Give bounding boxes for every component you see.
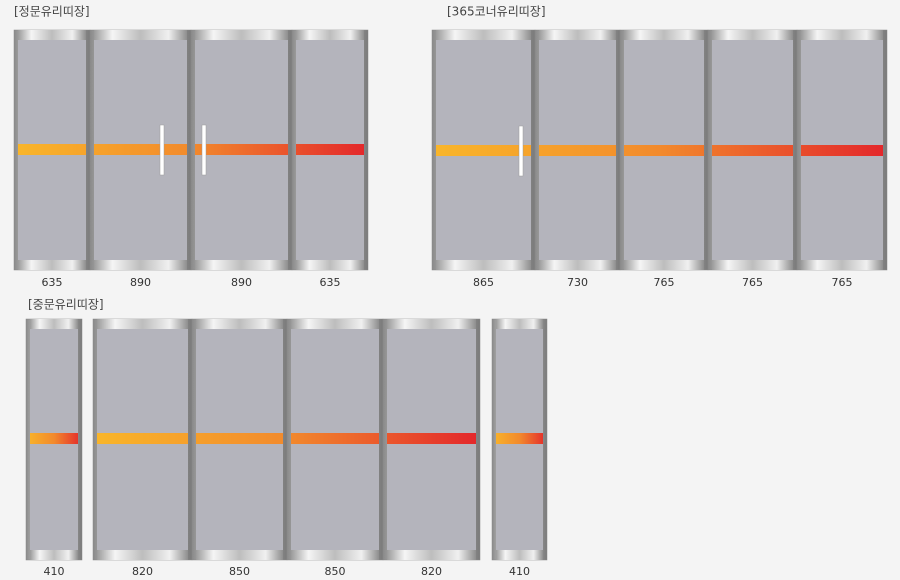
- panel-width-label: 730: [567, 276, 588, 289]
- bottom-rail: [195, 260, 288, 270]
- top-rail: [94, 30, 187, 40]
- bottom-rail: [18, 260, 86, 270]
- bottom-rail: [291, 550, 379, 560]
- door-handle: [201, 124, 207, 176]
- section-title: [정문유리띠장]: [14, 5, 90, 19]
- panel-width-label: 850: [325, 565, 346, 578]
- panel-width-label: 850: [229, 565, 250, 578]
- section-title: [중문유리띠장]: [28, 298, 104, 312]
- bottom-rail: [30, 550, 78, 560]
- door-section: 635 890 890 635: [13, 29, 369, 289]
- panel-width-label: 765: [742, 276, 763, 289]
- glass-stripe: [801, 145, 883, 156]
- bottom-rail: [97, 550, 188, 560]
- panel-width-label: 765: [654, 276, 675, 289]
- panel-width-label: 765: [832, 276, 853, 289]
- door-section: 865 730 765 765 765: [431, 29, 888, 289]
- door-panel: 865: [431, 29, 536, 289]
- top-rail: [387, 319, 476, 329]
- top-rail: [712, 30, 793, 40]
- panel-width-label: 890: [231, 276, 252, 289]
- top-rail: [436, 30, 531, 40]
- bottom-rail: [496, 550, 543, 560]
- panel-width-label: 890: [130, 276, 151, 289]
- panel-width-label: 635: [42, 276, 63, 289]
- top-rail: [97, 319, 188, 329]
- door-panel: 850: [286, 318, 384, 578]
- bottom-rail: [387, 550, 476, 560]
- glass-stripe: [712, 145, 793, 156]
- glass-stripe: [18, 144, 86, 155]
- door-panel: 890: [89, 29, 192, 289]
- glass-stripe: [496, 433, 543, 444]
- top-rail: [291, 319, 379, 329]
- glass-stripe: [291, 433, 379, 444]
- door-panel: 730: [534, 29, 621, 289]
- top-rail: [496, 319, 543, 329]
- bottom-rail: [94, 260, 187, 270]
- bottom-rail: [539, 260, 616, 270]
- door-section: 410 820 850 850 820 410: [25, 318, 548, 578]
- section-title: [365코너유리띠장]: [447, 5, 546, 19]
- door-panel: 820: [382, 318, 481, 578]
- glass-stripe: [30, 433, 78, 444]
- panel-width-label: 820: [132, 565, 153, 578]
- top-rail: [296, 30, 364, 40]
- door-panel: 635: [13, 29, 91, 289]
- glass-stripe: [624, 145, 704, 156]
- glass-stripe: [195, 144, 288, 155]
- door-handle: [159, 124, 165, 176]
- bottom-rail: [801, 260, 883, 270]
- glass-stripe: [296, 144, 364, 155]
- top-rail: [801, 30, 883, 40]
- door-panel: 890: [190, 29, 293, 289]
- panel-width-label: 865: [473, 276, 494, 289]
- door-panel: 765: [619, 29, 709, 289]
- top-rail: [195, 30, 288, 40]
- door-panel: 765: [796, 29, 888, 289]
- door-panel: 820: [92, 318, 193, 578]
- bottom-rail: [436, 260, 531, 270]
- door-panel: 765: [707, 29, 798, 289]
- glass-stripe: [436, 145, 531, 156]
- top-rail: [18, 30, 86, 40]
- top-rail: [30, 319, 78, 329]
- glass-stripe: [196, 433, 283, 444]
- top-rail: [196, 319, 283, 329]
- glass-stripe: [539, 145, 616, 156]
- panel-width-label: 410: [44, 565, 65, 578]
- glass-stripe: [97, 433, 188, 444]
- bottom-rail: [712, 260, 793, 270]
- glass-stripe: [387, 433, 476, 444]
- top-rail: [624, 30, 704, 40]
- door-panel: 410: [491, 318, 548, 578]
- panel-width-label: 635: [320, 276, 341, 289]
- door-panel: 410: [25, 318, 83, 578]
- door-panel: 635: [291, 29, 369, 289]
- door-handle: [518, 125, 524, 177]
- bottom-rail: [196, 550, 283, 560]
- top-rail: [539, 30, 616, 40]
- bottom-rail: [624, 260, 704, 270]
- panel-width-label: 410: [509, 565, 530, 578]
- door-panel: 850: [191, 318, 288, 578]
- glass-stripe: [94, 144, 187, 155]
- bottom-rail: [296, 260, 364, 270]
- panel-width-label: 820: [421, 565, 442, 578]
